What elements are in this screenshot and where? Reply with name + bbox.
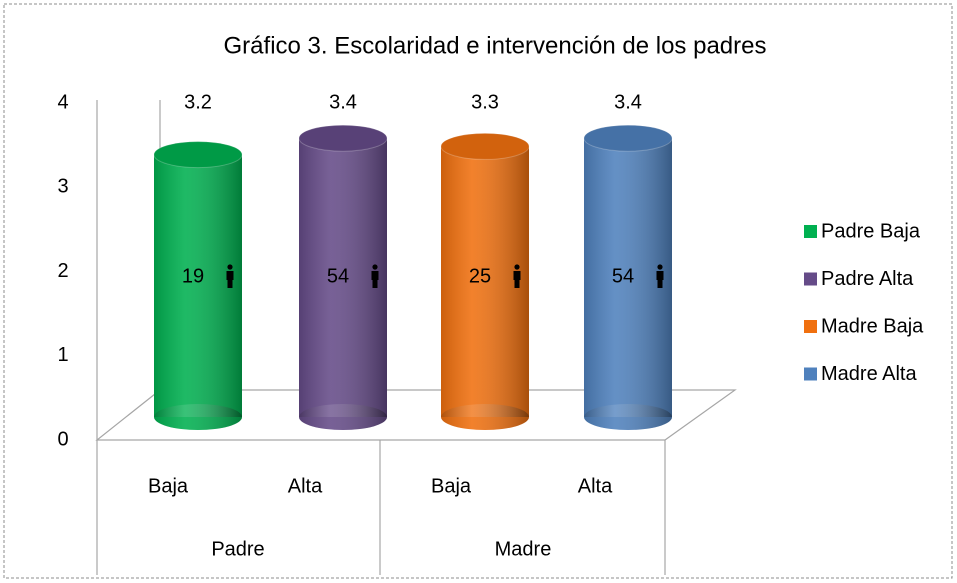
cylinder <box>440 132 530 430</box>
person-head <box>227 264 233 270</box>
cylinder-top <box>153 141 243 169</box>
cylinder-top-shade <box>154 141 242 168</box>
bar-shade <box>154 154 242 417</box>
legend-swatch <box>804 272 817 286</box>
x-tick-label: Alta <box>578 475 613 497</box>
person-head <box>657 264 663 270</box>
group-label: Padre <box>211 538 264 560</box>
cylinder-top-shade <box>441 133 529 160</box>
person-head <box>514 264 520 270</box>
person-legs <box>372 280 378 288</box>
person-icon <box>371 264 379 288</box>
legend-label: Madre Alta <box>821 363 917 385</box>
count-label: 19 <box>182 265 204 287</box>
legend-swatch <box>804 225 817 238</box>
value-label: 3.2 <box>184 91 212 113</box>
cylinder-top-shade <box>299 125 387 152</box>
person-legs <box>227 280 233 288</box>
person-icon <box>513 264 521 288</box>
y-tick-label: 1 <box>57 344 68 366</box>
y-tick-label: 4 <box>57 91 68 113</box>
person-head <box>372 264 378 270</box>
person-legs <box>514 280 520 288</box>
legend-label: Padre Baja <box>821 220 921 242</box>
value-label: 3.3 <box>471 91 499 113</box>
y-tick-label: 0 <box>57 428 68 450</box>
person-icon <box>656 264 664 288</box>
value-label: 3.4 <box>329 91 357 113</box>
cylinder-top <box>298 124 388 152</box>
person-body <box>371 271 379 280</box>
legend-swatch <box>804 367 817 381</box>
bar-shade-bottom <box>584 404 672 430</box>
bar-shade-bottom <box>441 404 529 430</box>
chart-title: Gráfico 3. Escolaridad e intervención de… <box>224 32 767 59</box>
group-label: Madre <box>495 538 552 560</box>
x-tick-label: Baja <box>148 475 189 497</box>
person-body <box>226 271 234 280</box>
chart-border <box>3 3 953 579</box>
person-body <box>656 271 664 280</box>
value-label: 3.4 <box>614 91 642 113</box>
cylinder <box>153 141 243 430</box>
cylinder-top <box>583 124 673 152</box>
count-label: 54 <box>612 265 634 287</box>
bar-shade-bottom <box>299 404 387 430</box>
bar-shade <box>441 146 529 417</box>
legend-swatch <box>804 320 817 333</box>
y-tick-label: 2 <box>57 260 68 282</box>
bar-shade-bottom <box>154 404 242 430</box>
legend-label: Madre Baja <box>821 315 924 337</box>
count-label: 25 <box>469 265 491 287</box>
person-icon <box>226 264 234 288</box>
x-tick-label: Baja <box>431 475 472 497</box>
cylinder-top-shade <box>584 125 672 152</box>
count-label: 54 <box>327 265 349 287</box>
person-legs <box>657 280 663 288</box>
y-tick-label: 3 <box>57 176 68 198</box>
x-tick-label: Alta <box>288 475 323 497</box>
legend-label: Padre Alta <box>821 268 914 290</box>
person-body <box>513 271 521 280</box>
cylinder-top <box>440 132 530 160</box>
